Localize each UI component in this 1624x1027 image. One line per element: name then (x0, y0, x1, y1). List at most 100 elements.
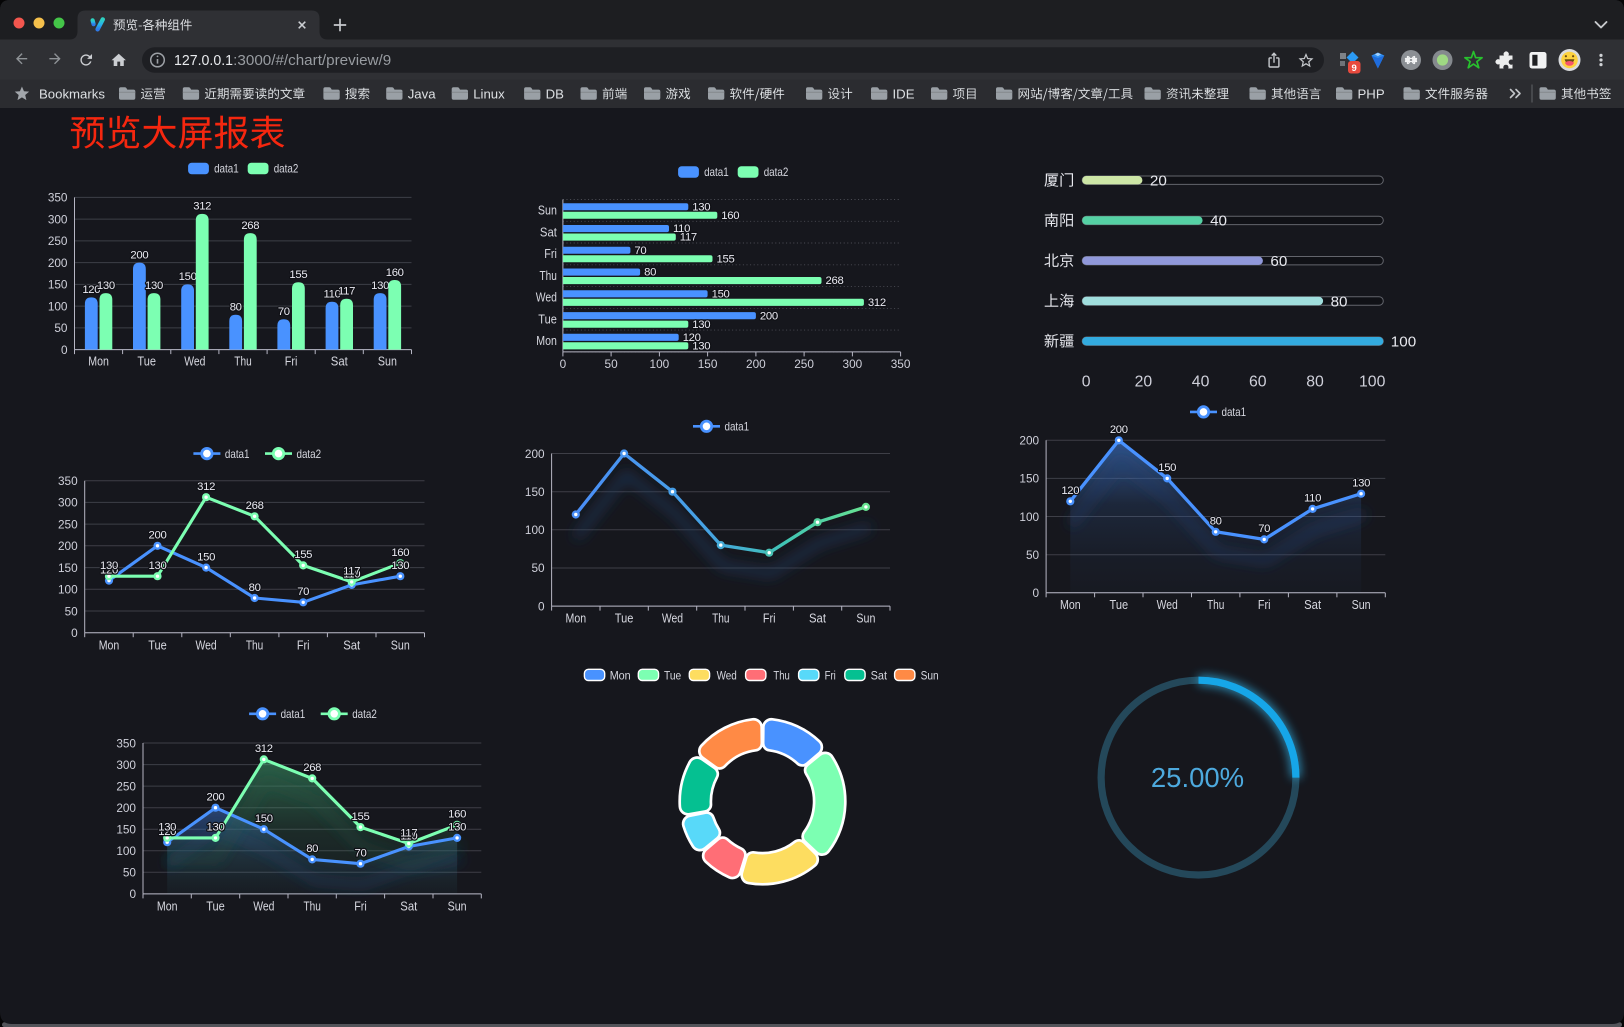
svg-text:data1: data1 (704, 165, 729, 179)
svg-text:200: 200 (116, 801, 136, 815)
svg-text:Wed: Wed (1157, 598, 1178, 612)
svg-text:70: 70 (1258, 523, 1270, 535)
svg-text:130: 130 (692, 319, 710, 331)
svg-text:50: 50 (123, 866, 137, 880)
svg-text:Sun: Sun (538, 204, 557, 218)
svg-text:130: 130 (448, 822, 466, 834)
svg-text:Wed: Wed (717, 668, 737, 682)
svg-text:Fri: Fri (825, 668, 836, 682)
svg-text:120: 120 (1061, 485, 1079, 497)
svg-text:200: 200 (130, 249, 148, 261)
svg-text:Fri: Fri (763, 612, 776, 626)
svg-text:130: 130 (692, 201, 710, 213)
svg-text:DB: DB (546, 86, 565, 101)
svg-text:Sun: Sun (448, 900, 467, 914)
svg-text:268: 268 (303, 762, 321, 774)
svg-text:Sat: Sat (343, 639, 360, 653)
svg-text:Thu: Thu (773, 668, 789, 682)
svg-text:Sat: Sat (809, 612, 826, 626)
svg-text:200: 200 (149, 530, 167, 542)
svg-text:Wed: Wed (196, 639, 217, 653)
svg-text:80: 80 (249, 582, 261, 594)
svg-text:Tue: Tue (206, 900, 225, 914)
svg-text:70: 70 (634, 245, 646, 257)
svg-text:160: 160 (721, 210, 739, 222)
svg-text:50: 50 (65, 604, 79, 618)
svg-text:50: 50 (531, 561, 545, 575)
svg-text:100: 100 (1359, 374, 1386, 391)
svg-text:110: 110 (343, 569, 360, 581)
svg-text:110: 110 (323, 289, 340, 301)
svg-text:150: 150 (197, 551, 215, 563)
svg-text:Mon: Mon (536, 334, 557, 348)
svg-text:80: 80 (306, 843, 318, 855)
svg-text:300: 300 (48, 212, 68, 226)
svg-text:80: 80 (1210, 516, 1222, 528)
svg-text:Fri: Fri (297, 639, 310, 653)
svg-text:0: 0 (129, 887, 136, 901)
svg-text:Bookmarks: Bookmarks (39, 86, 105, 101)
svg-text:155: 155 (717, 253, 735, 265)
svg-text:Sat: Sat (331, 354, 348, 368)
svg-text:Mon: Mon (157, 900, 178, 914)
svg-text:130: 130 (158, 822, 176, 834)
svg-text:20: 20 (1150, 173, 1167, 190)
svg-text:130: 130 (371, 280, 389, 292)
svg-text:data1: data1 (725, 420, 750, 434)
svg-text:120: 120 (683, 332, 701, 344)
svg-text:312: 312 (193, 201, 211, 213)
svg-text:data2: data2 (274, 162, 299, 176)
svg-text:25.00%: 25.00% (1151, 762, 1244, 793)
svg-text:data2: data2 (352, 707, 377, 721)
svg-text:Mon: Mon (88, 354, 109, 368)
svg-text:Thu: Thu (1207, 598, 1224, 612)
svg-text:Sun: Sun (1352, 598, 1371, 612)
svg-text:120: 120 (82, 284, 100, 296)
svg-text:100: 100 (116, 844, 136, 858)
svg-text:127.0.0.1: 127.0.0.1 (174, 52, 233, 69)
svg-text:80: 80 (1331, 293, 1348, 310)
svg-text:0: 0 (538, 599, 545, 613)
svg-text:268: 268 (826, 275, 844, 287)
svg-text:160: 160 (386, 267, 404, 279)
svg-text::3000/#/chart/preview/9: :3000/#/chart/preview/9 (233, 52, 391, 69)
svg-text:250: 250 (794, 357, 814, 371)
svg-text:70: 70 (297, 586, 309, 598)
svg-text:150: 150 (525, 485, 545, 499)
svg-text:120: 120 (158, 826, 176, 838)
svg-text:Thu: Thu (540, 269, 557, 283)
svg-text:Wed: Wed (536, 291, 557, 305)
svg-text:data1: data1 (214, 162, 239, 176)
svg-text:0: 0 (1082, 374, 1091, 391)
svg-text:80: 80 (1306, 374, 1324, 391)
svg-text:0: 0 (560, 357, 567, 371)
svg-text:150: 150 (48, 278, 68, 292)
svg-text:300: 300 (116, 758, 136, 772)
svg-text:Sat: Sat (400, 900, 417, 914)
svg-text:120: 120 (100, 564, 118, 576)
svg-text:Fri: Fri (1258, 598, 1271, 612)
svg-text:Tue: Tue (137, 354, 156, 368)
svg-text:Sun: Sun (856, 612, 875, 626)
svg-text:200: 200 (48, 256, 68, 270)
svg-text:130: 130 (97, 280, 115, 292)
svg-text:150: 150 (1019, 472, 1039, 486)
svg-text:150: 150 (698, 357, 718, 371)
svg-text:IDE: IDE (893, 86, 915, 101)
svg-text:268: 268 (246, 500, 264, 512)
svg-text:Sat: Sat (1304, 598, 1321, 612)
svg-text:150: 150 (116, 823, 136, 837)
svg-text:130: 130 (692, 341, 710, 353)
svg-text:110: 110 (1304, 493, 1321, 505)
svg-text:100: 100 (1391, 334, 1416, 351)
svg-text:200: 200 (760, 310, 778, 322)
svg-text:300: 300 (843, 357, 863, 371)
svg-text:130: 130 (207, 822, 225, 834)
svg-text:150: 150 (1158, 462, 1176, 474)
svg-text:Thu: Thu (304, 900, 321, 914)
svg-text:data1: data1 (225, 447, 250, 461)
svg-text:Tue: Tue (538, 312, 557, 326)
svg-text:100: 100 (48, 299, 68, 313)
svg-text:50: 50 (605, 357, 619, 371)
svg-text:110: 110 (673, 223, 690, 235)
